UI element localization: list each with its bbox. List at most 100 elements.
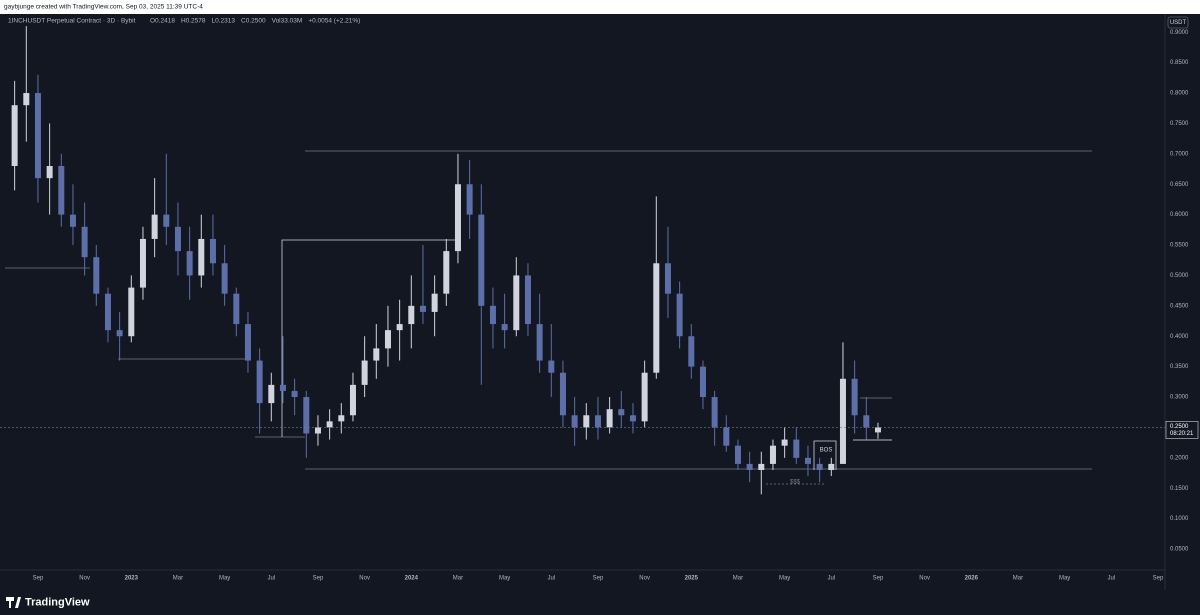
x-tick-label: Nov (79, 576, 90, 582)
candle-body (641, 372, 648, 422)
candle-body (221, 263, 228, 294)
x-tick-label: Nov (919, 576, 930, 582)
y-tick-label: 0.4500 (1170, 303, 1189, 309)
legend-value: C0.2500 (241, 18, 266, 25)
currency-label: USDT (1170, 20, 1187, 26)
candle-body (268, 384, 275, 404)
annotation-label: $$$ (790, 480, 801, 486)
candle-body (723, 427, 730, 446)
legend-value: O0.2418 (150, 18, 175, 25)
candle-body (326, 421, 333, 428)
candle-body (653, 263, 660, 373)
y-tick-label: 0.7500 (1170, 121, 1189, 127)
x-tick-label: Mar (173, 576, 183, 582)
candle-body (501, 324, 508, 331)
y-tick-label: 0.0500 (1170, 547, 1189, 553)
candle-body (419, 305, 426, 312)
x-tick-label: Jul (547, 576, 555, 582)
ohlc-legend: O0.2418 H0.2578 L0.2313 C0.2500 Vol33.03M +0.… (150, 18, 360, 25)
candle-body (81, 226, 88, 258)
candle-body (676, 293, 683, 337)
candle-body (104, 293, 111, 331)
legend-value: H0.2578 (181, 18, 206, 25)
x-tick-label: Mar (1013, 576, 1023, 582)
candle-body (793, 439, 800, 458)
drawings (5, 150, 1092, 485)
drawing-box (281, 239, 457, 437)
y-tick-label: 0.6000 (1170, 212, 1189, 218)
legend-value: L0.2313 (212, 18, 236, 25)
y-tick-label: 0.7000 (1170, 151, 1189, 157)
candle-body (513, 275, 520, 331)
footer-logo: TradingView (6, 596, 90, 608)
candle-body (734, 445, 741, 464)
candle-body (804, 457, 811, 464)
x-tick-label: Sep (33, 576, 44, 582)
candle-body (758, 463, 765, 470)
candle-body (559, 372, 566, 416)
legend-value: +0.0054 (+2.21%) (308, 18, 360, 25)
candle-body (524, 275, 531, 325)
header-bar (0, 0, 1200, 14)
candle-body (198, 238, 205, 276)
candle-body (34, 93, 41, 179)
candle-body (303, 397, 310, 434)
x-tick-label: Nov (639, 576, 650, 582)
candle-body (781, 439, 788, 446)
candle-body (489, 305, 496, 325)
candle-body (151, 214, 158, 239)
candle-body (548, 360, 555, 373)
candle-body (338, 415, 345, 422)
chart-title: 1INCHUSDT Perpetual Contract · 3D · Bybi… (8, 18, 136, 25)
candle-body (454, 184, 461, 252)
x-tick-label: Sep (593, 576, 604, 582)
candle-body (396, 324, 403, 331)
candle-body (699, 366, 706, 398)
candle-body (408, 305, 415, 325)
y-tick-label: 0.3000 (1170, 395, 1189, 401)
candle-body (466, 184, 473, 215)
last-price-label: 0.2500 (1170, 424, 1189, 430)
x-tick-label: Sep (313, 576, 324, 582)
candle-body (384, 330, 391, 349)
header-text: gaybjunge created with TradingView.com, … (4, 4, 203, 11)
candle-body (478, 214, 485, 306)
x-tick-label: May (1059, 576, 1070, 582)
x-tick-label: May (779, 576, 790, 582)
x-tick-label: Mar (733, 576, 743, 582)
y-tick-label: 0.9000 (1170, 30, 1189, 36)
y-tick-label: 0.1500 (1170, 486, 1189, 492)
x-tick-label: Jul (827, 576, 835, 582)
candle-body (863, 415, 870, 428)
x-tick-label: Jul (267, 576, 275, 582)
y-tick-label: 0.1000 (1170, 516, 1189, 522)
candle-body (244, 324, 251, 361)
countdown-label: 08:20:21 (1170, 431, 1194, 437)
candle-body (139, 238, 146, 288)
x-tick-label: Sep (873, 576, 884, 582)
candle-body (23, 93, 30, 106)
x-tick-label: Jul (1107, 576, 1115, 582)
candle-body (769, 445, 776, 464)
candle-body (851, 378, 858, 416)
candle-body (174, 226, 181, 252)
candle-body (536, 324, 543, 361)
candle-body (93, 257, 100, 294)
candle-body (233, 293, 240, 325)
candle-body (664, 263, 671, 294)
candle-body (279, 384, 286, 391)
candle-body (828, 463, 835, 470)
candle-body (571, 415, 578, 428)
x-tick-label: Nov (359, 576, 370, 582)
candle-body (58, 165, 65, 215)
candle-body (46, 165, 53, 179)
y-tick-label: 0.8500 (1170, 60, 1189, 66)
y-tick-label: 0.6500 (1170, 182, 1189, 188)
candle-body (711, 397, 718, 428)
currency-box (1167, 16, 1189, 29)
candle-body (583, 415, 590, 428)
legend-value: Vol33.03M (272, 18, 303, 25)
x-tick-label: Mar (453, 576, 463, 582)
